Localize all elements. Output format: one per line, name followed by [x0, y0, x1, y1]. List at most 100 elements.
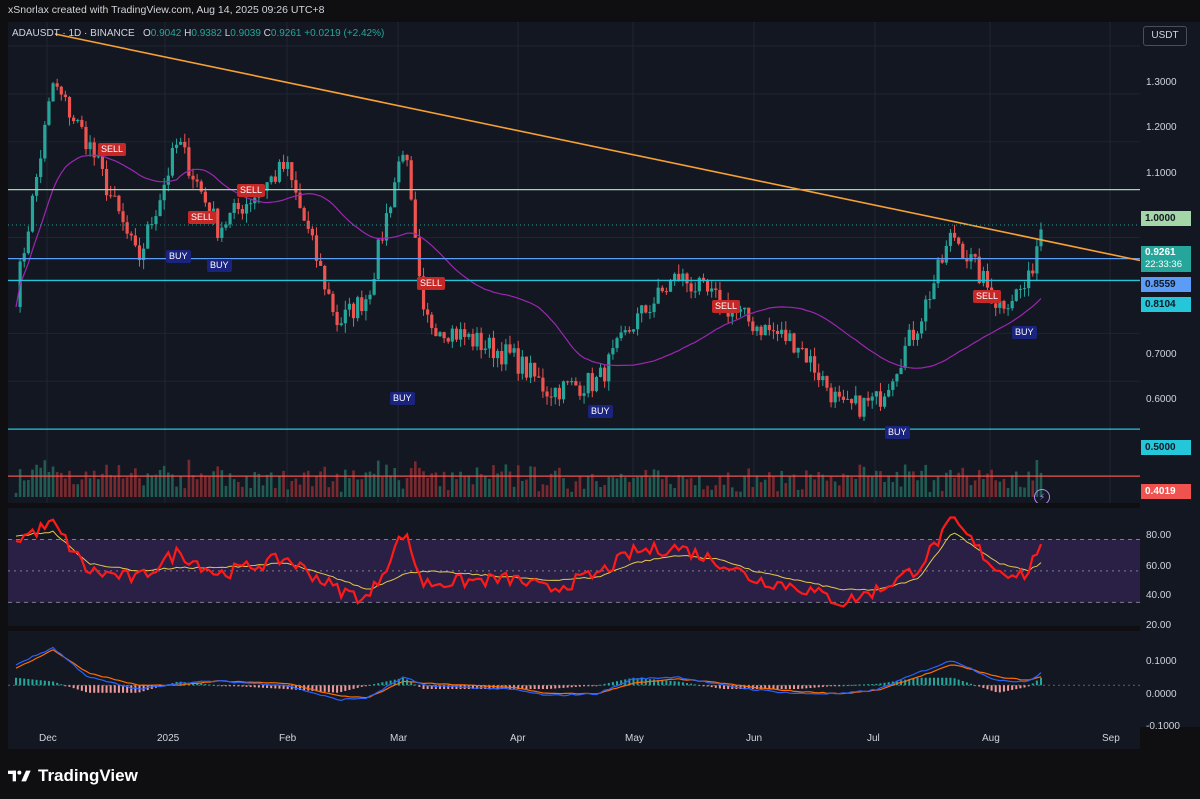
macd-histogram-bar	[97, 685, 100, 693]
candle-body	[100, 156, 105, 169]
volume-bar	[1015, 471, 1018, 497]
volume-bar	[113, 476, 117, 497]
volume-bar	[385, 464, 388, 497]
candle-body	[660, 287, 664, 292]
candle-body	[220, 227, 224, 238]
rsi-pane[interactable]	[8, 508, 1140, 626]
candle-body	[693, 291, 697, 293]
candle-body	[878, 391, 883, 407]
macd-histogram-bar	[47, 681, 50, 686]
candle-body	[520, 356, 524, 374]
macd-pane[interactable]	[8, 631, 1140, 727]
candle-body	[1014, 289, 1018, 301]
volume-bar	[652, 469, 656, 497]
macd-histogram-bar	[266, 685, 269, 688]
tradingview-logo[interactable]: TradingView	[8, 766, 138, 786]
candle-body	[553, 387, 557, 398]
candle-body	[207, 202, 212, 217]
candle-body	[397, 161, 401, 183]
macd-histogram-bar	[1015, 685, 1018, 690]
candle-body	[668, 280, 673, 292]
volume-bar	[352, 470, 355, 497]
candle-body	[483, 348, 487, 351]
time-axis[interactable]: Dec 2025 Feb Mar Apr May Jun Jul Aug Sep	[8, 727, 1140, 749]
macd-histogram-bar	[764, 685, 767, 690]
candle-body	[574, 381, 578, 386]
candle-body	[438, 332, 442, 337]
candle-body	[59, 86, 63, 95]
candle-body	[796, 347, 800, 353]
sell-signal: SELL	[712, 300, 741, 313]
volume-bar	[438, 486, 442, 497]
candle-body	[932, 283, 936, 300]
macd-histogram-bar	[636, 678, 639, 686]
candle-body	[96, 156, 100, 158]
candle-body	[34, 176, 39, 196]
volume-bar	[623, 477, 627, 497]
candle-body	[965, 258, 969, 262]
volume-bar	[912, 471, 915, 497]
sell-signal: SELL	[973, 290, 1002, 303]
macd-histogram-bar	[554, 685, 557, 689]
volume-bar	[236, 481, 240, 497]
candle-body	[170, 147, 175, 176]
candle-body	[948, 232, 953, 246]
price-pane[interactable]: ADAUSDT · 1D · BINANCE O0.9042 H0.9382 L…	[8, 22, 1140, 503]
volume-bar	[714, 485, 718, 497]
volume-bar	[957, 472, 960, 497]
candle-body	[763, 325, 767, 336]
volume-bar	[315, 475, 318, 497]
volume-bar	[117, 465, 121, 497]
candle-body	[343, 309, 347, 324]
currency-selector[interactable]: USDT	[1143, 26, 1187, 46]
candle-body	[821, 376, 825, 381]
candle-body	[417, 237, 422, 277]
candle-body	[43, 124, 47, 159]
volume-bar	[879, 471, 882, 497]
volume-bar	[175, 486, 178, 497]
volume-bar	[1006, 487, 1010, 497]
macd-histogram-bar	[1027, 685, 1030, 687]
macd-histogram-bar	[381, 682, 384, 686]
macd-histogram-bar	[599, 684, 602, 686]
price-axis[interactable]	[1140, 22, 1200, 727]
rsi-chart-svg[interactable]	[8, 508, 1140, 626]
volume-bar	[825, 480, 829, 497]
macd-histogram-bar	[229, 685, 232, 687]
volume-bar	[833, 481, 837, 497]
macd-histogram-bar	[788, 685, 791, 690]
volume-bar	[261, 485, 265, 497]
volume-bar	[154, 474, 158, 497]
volume-bar	[780, 470, 783, 497]
macd-histogram-bar	[447, 685, 450, 690]
volume-bar	[228, 473, 232, 497]
macd-histogram-bar	[84, 685, 87, 693]
macd-chart-svg[interactable]	[8, 631, 1140, 727]
volume-bar	[990, 469, 993, 497]
candle-body	[771, 330, 776, 332]
candle-body	[862, 397, 866, 417]
symbol-label[interactable]: ADAUSDT · 1D · BINANCE	[12, 28, 135, 39]
last-price: 0.9261	[1145, 247, 1176, 258]
macd-histogram-bar	[286, 685, 289, 690]
volume-bar	[805, 470, 808, 497]
macd-histogram-bar	[233, 685, 236, 687]
candle-body	[603, 367, 607, 382]
macd-histogram-bar	[208, 684, 211, 686]
candle-body	[228, 212, 232, 225]
volume-bar	[27, 479, 30, 497]
macd-histogram-bar	[471, 685, 474, 690]
volume-bar	[455, 479, 458, 497]
lightning-icon[interactable]: ⚡	[1034, 489, 1050, 503]
candle-body	[631, 329, 636, 332]
macd-histogram-bar	[937, 677, 940, 686]
candle-body	[899, 367, 903, 375]
volume-bar	[735, 491, 738, 497]
volume-bar	[928, 491, 932, 497]
candle-body	[1018, 288, 1023, 290]
volume-bar	[525, 479, 528, 497]
candle-body	[475, 332, 479, 347]
volume-bar	[570, 491, 574, 497]
volume-bar	[681, 476, 685, 497]
volume-bar	[615, 478, 619, 497]
